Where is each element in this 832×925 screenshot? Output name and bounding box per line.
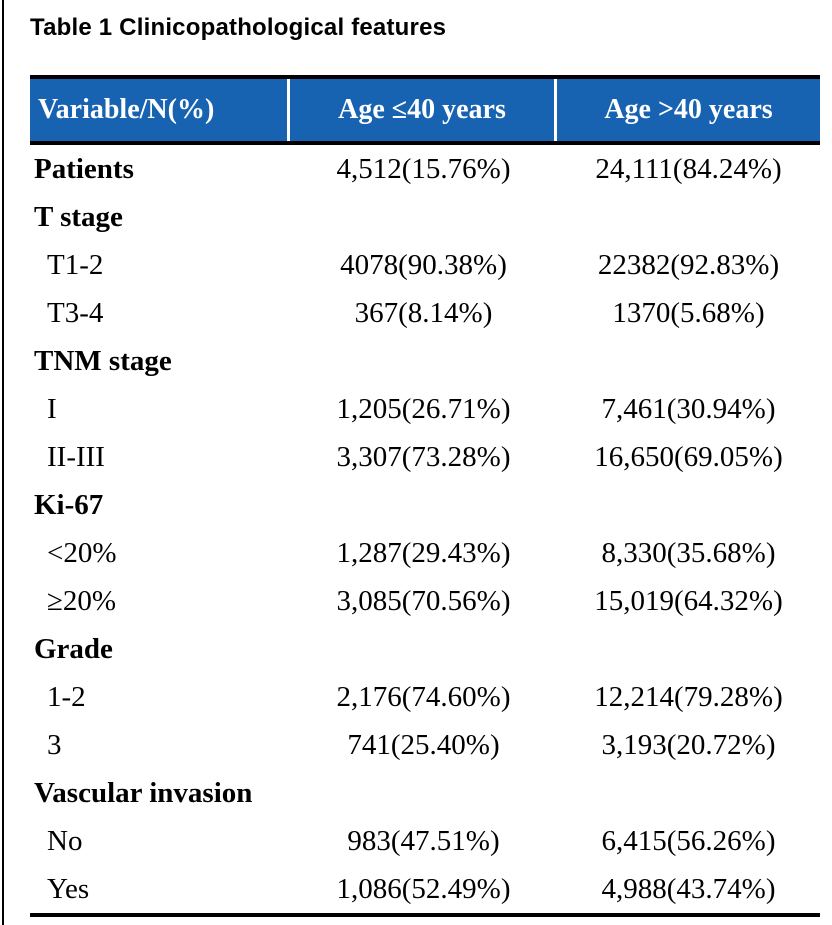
cell-age-le40: 3,085(70.56%) [336, 584, 511, 617]
cell-age-gt40: 15,019(64.32%) [594, 584, 783, 617]
cell-age-le40: 1,086(52.49%) [336, 872, 511, 905]
table-row: 3 741(25.40%) 3,193(20.72%) [30, 721, 820, 769]
cell-age-gt40: 16,650(69.05%) [594, 440, 783, 473]
table-row: T3-4 367(8.14%) 1370(5.68%) [30, 289, 820, 337]
row-label: No [47, 824, 83, 857]
cell-age-le40: 983(47.51%) [347, 824, 500, 857]
cell-age-gt40: 22382(92.83%) [597, 248, 780, 281]
row-label: <20% [47, 536, 117, 569]
table-row: Ki-67 [30, 481, 820, 529]
table-row: Grade [30, 625, 820, 673]
row-label: Yes [47, 872, 90, 905]
header-cell-age-gt40: Age >40 years [604, 94, 773, 125]
clinicopathological-table: Variable/N(%) Age ≤40 years Age >40 year… [30, 75, 820, 917]
row-label: Ki-67 [34, 488, 104, 521]
cell-age-le40: 367(8.14%) [354, 296, 493, 329]
table-row: Vascular invasion [30, 769, 820, 817]
header-cell-variable: Variable/N(%) [30, 79, 290, 141]
cell-age-le40: 2,176(74.60%) [336, 680, 511, 713]
cell-age-le40: 741(25.40%) [347, 728, 500, 761]
row-label: TNM stage [34, 344, 172, 377]
cell-age-le40: 1,205(26.71%) [336, 392, 511, 425]
table-row: II-III 3,307(73.28%) 16,650(69.05%) [30, 433, 820, 481]
cell-age-le40: 1,287(29.43%) [336, 536, 511, 569]
table-row: I 1,205(26.71%) 7,461(30.94%) [30, 385, 820, 433]
cell-age-gt40: 24,111(84.24%) [595, 152, 782, 185]
table-row: 1-2 2,176(74.60%) 12,214(79.28%) [30, 673, 820, 721]
row-label: ≥20% [47, 584, 117, 617]
cell-age-gt40: 1370(5.68%) [612, 296, 765, 329]
table-body: Patients 4,512(15.76%) 24,111(84.24%) T sta… [30, 145, 820, 913]
cell-age-gt40: 7,461(30.94%) [601, 392, 776, 425]
row-label: Vascular invasion [34, 776, 253, 809]
page-edge-line [2, 0, 4, 925]
cell-age-gt40: 3,193(20.72%) [601, 728, 776, 761]
table-row: T1-2 4078(90.38%) 22382(92.83%) [30, 241, 820, 289]
table-row: Yes 1,086(52.49%) 4,988(43.74%) [30, 865, 820, 913]
table-row: T stage [30, 193, 820, 241]
cell-age-le40: 3,307(73.28%) [336, 440, 511, 473]
row-label: 1-2 [47, 680, 86, 713]
cell-age-le40: 4078(90.38%) [340, 248, 507, 281]
row-label: T stage [34, 200, 123, 233]
table-row: TNM stage [30, 337, 820, 385]
cell-age-gt40: 6,415(56.26%) [601, 824, 776, 857]
row-label: T1-2 [47, 248, 104, 281]
cell-age-gt40: 8,330(35.68%) [601, 536, 776, 569]
header-cell-age-le40: Age ≤40 years [290, 79, 557, 141]
cell-age-gt40: 12,214(79.28%) [594, 680, 783, 713]
cell-age-le40: 4,512(15.76%) [336, 152, 511, 185]
table-row: <20% 1,287(29.43%) 8,330(35.68%) [30, 529, 820, 577]
table-title: Table 1 Clinicopathological features [30, 14, 447, 41]
row-label: 3 [47, 728, 62, 761]
table-row: ≥20% 3,085(70.56%) 15,019(64.32%) [30, 577, 820, 625]
table-row: Patients 4,512(15.76%) 24,111(84.24%) [30, 145, 820, 193]
row-label: Patients [34, 152, 134, 185]
row-label: T3-4 [47, 296, 104, 329]
cell-age-gt40: 4,988(43.74%) [601, 872, 776, 905]
table-row: No 983(47.51%) 6,415(56.26%) [30, 817, 820, 865]
row-label: I [47, 392, 57, 425]
table-header-row: Variable/N(%) Age ≤40 years Age >40 year… [30, 75, 820, 145]
table-figure: Table 1 Clinicopathological features Var… [30, 14, 820, 917]
row-label: Grade [34, 632, 113, 665]
row-label: II-III [47, 440, 105, 473]
